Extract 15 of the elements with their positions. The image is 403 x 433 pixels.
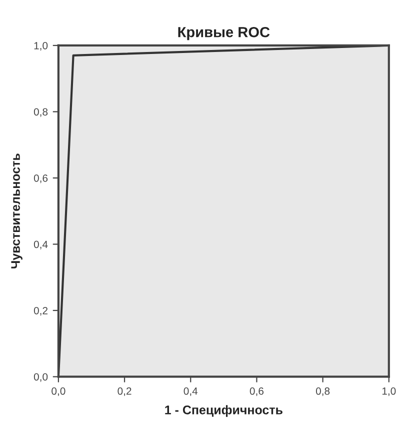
y-tick-label: 0,6 (34, 174, 48, 184)
y-tick-label: 0,2 (34, 306, 48, 316)
x-tick-label: 1,0 (382, 387, 396, 396)
x-tick-label: 0,0 (52, 387, 66, 396)
x-tick-label: 0,4 (184, 387, 198, 396)
y-tick-label: 1,0 (34, 42, 48, 51)
x-tick-label: 0,2 (118, 387, 132, 396)
x-tick-label: 0,8 (316, 387, 330, 396)
chart-title: Кривые ROC (178, 26, 270, 40)
x-tick-label: 0,6 (250, 387, 264, 396)
y-axis-title: Чувствительность (11, 154, 22, 268)
y-tick-label: 0,0 (34, 373, 48, 382)
x-axis-title: 1 - Специфичность (165, 405, 282, 417)
y-tick-label: 0,8 (34, 108, 48, 117)
y-tick-label: 0,4 (34, 240, 48, 250)
